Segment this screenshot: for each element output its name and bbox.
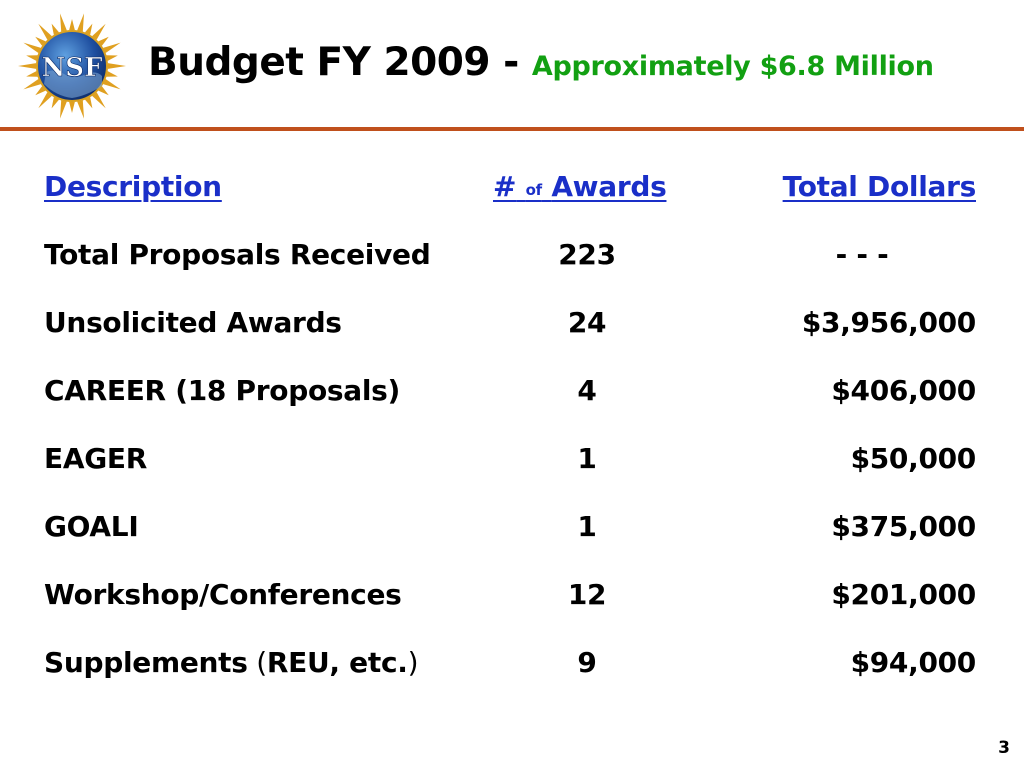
title-divider [0, 127, 1024, 131]
nsf-logo: NSF [18, 13, 126, 119]
logo-ray [69, 101, 75, 113]
logo-ray [84, 23, 93, 35]
logo-ray [84, 97, 93, 109]
logo-ray [26, 71, 38, 77]
row-description: Supplements (REU, etc.) [44, 646, 418, 679]
row-dollars: $375,000 [831, 510, 976, 543]
title-main: Budget FY 2009 [148, 40, 491, 85]
logo-ray [98, 36, 109, 46]
logo-ray [26, 55, 38, 61]
header-awards-word: Awards [551, 170, 667, 203]
row-description: Workshop/Conferences [44, 578, 402, 611]
logo-ray [35, 86, 46, 96]
logo-ray [106, 71, 118, 77]
header-description[interactable]: Description [44, 170, 222, 203]
header-awards-hash: # [493, 170, 517, 203]
row-awards: 1 [577, 442, 597, 475]
logo-ray [92, 23, 106, 40]
page-number: 3 [998, 738, 1010, 758]
row-awards: 9 [577, 646, 597, 679]
row-awards: 4 [577, 374, 597, 407]
logo-ray [23, 78, 41, 90]
row-description-open-paren: ( [247, 646, 267, 679]
row-description-inner: REU, etc. [266, 646, 408, 679]
row-description-close-paren: ) [407, 646, 419, 679]
row-dollars: $94,000 [850, 646, 977, 679]
row-dollars: - - - [835, 238, 889, 271]
row-awards: 1 [577, 510, 597, 543]
logo-ray [59, 100, 67, 119]
logo-ray [77, 100, 85, 119]
logo-ray [103, 78, 121, 90]
row-awards: 12 [567, 578, 607, 611]
header-awards[interactable]: # of Awards [493, 170, 667, 203]
row-dollars: $406,000 [831, 374, 976, 407]
logo-ray [98, 86, 109, 96]
row-description: GOALI [44, 510, 139, 543]
logo-ray [35, 36, 46, 46]
logo-ray [77, 13, 85, 32]
title-dash: - [490, 40, 532, 85]
logo-ray [23, 42, 41, 54]
logo-ray [59, 13, 67, 32]
logo-ray [18, 63, 37, 69]
row-description-main: Supplements [44, 646, 248, 679]
logo-ray [69, 19, 75, 31]
row-dollars: $50,000 [850, 442, 977, 475]
row-description: Unsolicited Awards [44, 306, 342, 339]
row-description: Total Proposals Received [44, 238, 431, 271]
logo-ray [92, 92, 106, 109]
header-total-dollars[interactable]: Total Dollars [782, 170, 977, 203]
row-awards: 24 [567, 306, 607, 339]
logo-ray [107, 63, 126, 69]
logo-ray [106, 55, 118, 61]
logo-ray [51, 97, 60, 109]
logo-text: NSF [41, 53, 103, 83]
logo-ray [103, 42, 121, 54]
logo-ray [51, 23, 60, 35]
header-awards-of: of [525, 181, 543, 199]
row-dollars: $201,000 [831, 578, 976, 611]
row-awards: 223 [558, 238, 616, 271]
logo-ray [38, 23, 52, 40]
row-description: EAGER [44, 442, 147, 475]
title-subtitle: Approximately $6.8 Million [531, 51, 934, 82]
row-dollars: $3,956,000 [801, 306, 976, 339]
page-title: Budget FY 2009 - Approximately $6.8 Mill… [148, 40, 934, 85]
logo-ray [38, 92, 52, 109]
row-description: CAREER (18 Proposals) [44, 374, 401, 407]
